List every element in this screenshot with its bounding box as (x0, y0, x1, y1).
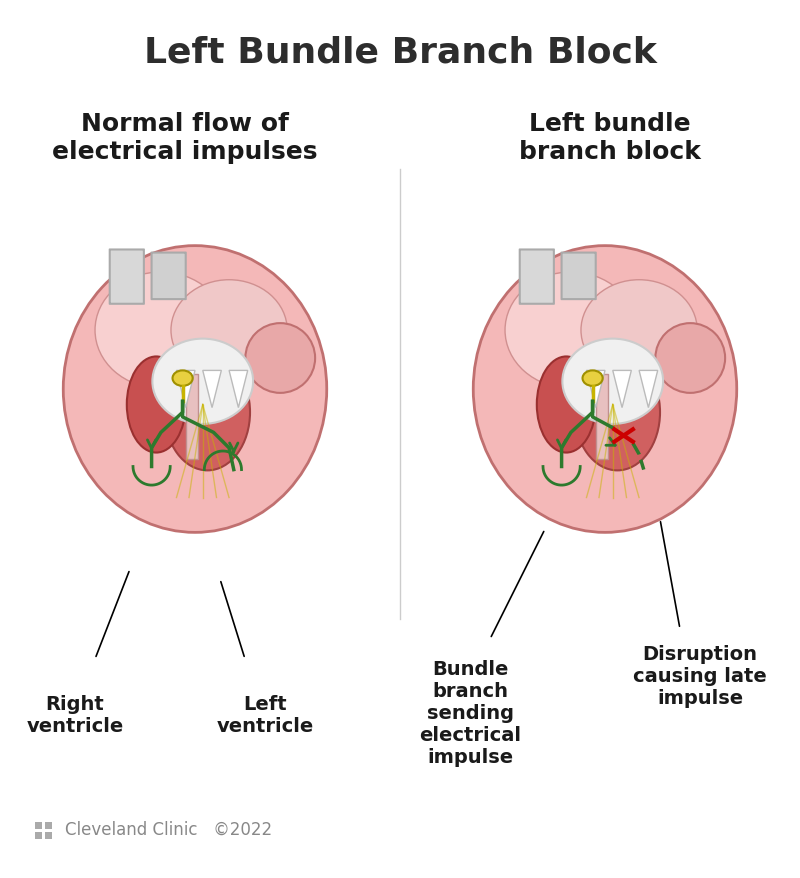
Ellipse shape (152, 339, 253, 424)
Text: Left bundle
branch block: Left bundle branch block (519, 112, 701, 163)
Polygon shape (202, 371, 222, 408)
FancyBboxPatch shape (151, 253, 186, 299)
Bar (35, 832, 42, 839)
Ellipse shape (474, 247, 737, 533)
Text: Bundle
branch
sending
electrical
impulse: Bundle branch sending electrical impulse (419, 659, 521, 766)
Polygon shape (596, 374, 608, 459)
Bar (45, 822, 52, 829)
Ellipse shape (505, 273, 637, 389)
Ellipse shape (574, 355, 660, 471)
Ellipse shape (537, 357, 596, 453)
Ellipse shape (171, 280, 287, 381)
Ellipse shape (173, 371, 193, 386)
Text: Right
ventricle: Right ventricle (26, 694, 124, 735)
FancyBboxPatch shape (562, 253, 596, 299)
Ellipse shape (165, 355, 250, 471)
Polygon shape (229, 371, 248, 408)
Text: Cleveland Clinic   ©2022: Cleveland Clinic ©2022 (65, 820, 272, 838)
Polygon shape (613, 371, 631, 408)
Text: Disruption
causing late
impulse: Disruption causing late impulse (633, 644, 767, 707)
Polygon shape (639, 371, 658, 408)
Polygon shape (586, 371, 605, 408)
Ellipse shape (126, 357, 186, 453)
Bar (45, 832, 52, 839)
Bar (35, 822, 42, 829)
Ellipse shape (581, 280, 698, 381)
Ellipse shape (562, 339, 663, 424)
Ellipse shape (655, 324, 725, 393)
Text: Normal flow of
electrical impulses: Normal flow of electrical impulses (52, 112, 318, 163)
Ellipse shape (582, 371, 602, 386)
Ellipse shape (63, 247, 326, 533)
Ellipse shape (246, 324, 315, 393)
Text: Left Bundle Branch Block: Left Bundle Branch Block (143, 35, 657, 68)
Ellipse shape (95, 273, 226, 389)
Polygon shape (186, 374, 198, 459)
Polygon shape (176, 371, 195, 408)
FancyBboxPatch shape (110, 250, 144, 305)
Text: Left
ventricle: Left ventricle (216, 694, 314, 735)
FancyBboxPatch shape (520, 250, 554, 305)
